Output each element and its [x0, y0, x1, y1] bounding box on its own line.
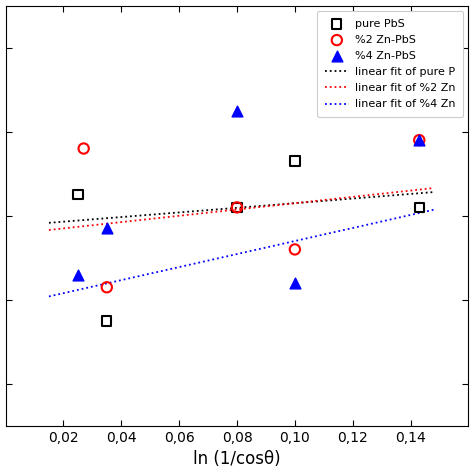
%2 Zn-PbS [416, 137, 423, 144]
pure PbS [233, 204, 241, 211]
%4 Zn-PbS [74, 271, 82, 278]
pure PbS [291, 157, 299, 165]
%4 Zn-PbS [233, 107, 241, 114]
Legend: pure PbS, %2 Zn-PbS, %4 Zn-PbS, linear fit of pure P, linear fit of %2 Zn, linea: pure PbS, %2 Zn-PbS, %4 Zn-PbS, linear f… [317, 11, 463, 117]
X-axis label: ln (1/cosθ): ln (1/cosθ) [193, 450, 281, 468]
%4 Zn-PbS [291, 279, 299, 287]
pure PbS [103, 317, 110, 325]
%2 Zn-PbS [233, 204, 241, 211]
%2 Zn-PbS [103, 283, 110, 291]
pure PbS [74, 191, 82, 199]
pure PbS [416, 204, 423, 211]
%2 Zn-PbS [80, 145, 88, 152]
%4 Zn-PbS [103, 225, 110, 232]
%4 Zn-PbS [416, 137, 423, 144]
%2 Zn-PbS [291, 246, 299, 253]
